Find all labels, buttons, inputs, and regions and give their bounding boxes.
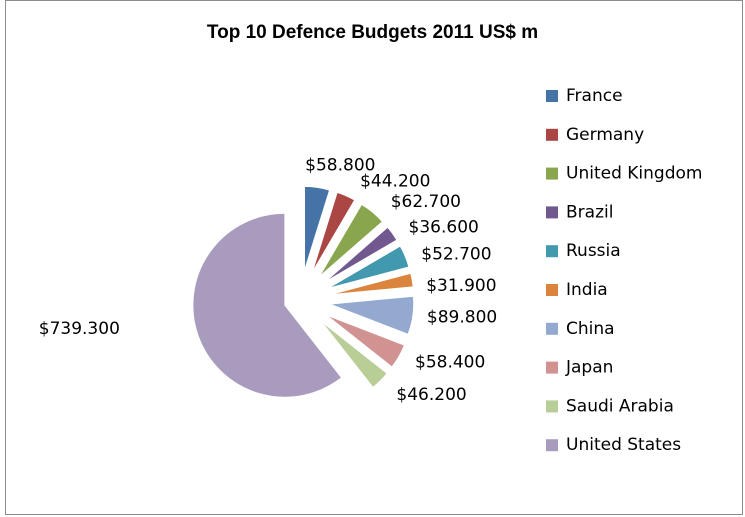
pie-slice-china <box>329 295 415 335</box>
data-label-russia: $52.700 <box>421 244 491 264</box>
legend-swatch-saudi-arabia <box>546 400 558 413</box>
data-label-united-states: $739.300 <box>39 319 120 339</box>
pie-slice-brazil <box>324 226 398 283</box>
legend-swatch-brazil <box>546 206 558 219</box>
legend-label-russia: Russia <box>566 241 621 261</box>
legend-label-united-kingdom: United Kingdom <box>566 164 702 184</box>
data-label-china: $89.800 <box>427 308 497 328</box>
legend-swatch-japan <box>546 361 558 374</box>
pie-slice-france <box>304 185 331 271</box>
data-label-brazil: $36.600 <box>409 217 479 237</box>
data-label-india: $31.900 <box>426 276 496 296</box>
legend-swatch-india <box>546 284 558 296</box>
pie-slices <box>192 185 415 398</box>
legend-label-germany: Germany <box>566 125 644 145</box>
chart-title: Top 10 Defence Budgets 2011 US$ m <box>206 22 539 43</box>
legend-swatch-china <box>546 322 558 335</box>
legend-swatch-germany <box>546 128 558 141</box>
pie-slice-united-states <box>192 212 343 398</box>
chart-frame <box>5 0 743 515</box>
legend-swatch-united-kingdom <box>546 167 558 180</box>
pie-slice-germany <box>311 191 356 273</box>
legend-label-china: China <box>566 319 615 339</box>
legend-label-france: France <box>566 86 623 106</box>
data-label-france: $58.800 <box>305 155 375 175</box>
pie-slice-india <box>329 272 414 296</box>
legend-label-united-states: United States <box>566 435 681 455</box>
pie-slice-united-kingdom <box>318 203 384 278</box>
data-labels: $58.800$44.200$62.700 $36.600 $52.700 $31.9… <box>39 155 497 405</box>
legend-swatch-russia <box>546 245 558 258</box>
data-label-united-kingdom: $62.700 <box>391 192 461 212</box>
legend-label-japan: Japan <box>565 358 613 378</box>
pie-slice-japan <box>325 314 406 368</box>
data-label-saudi-arabia: $46.200 <box>396 385 466 405</box>
data-label-japan: $58.400 <box>415 353 485 373</box>
legend-swatch-france <box>546 90 558 102</box>
data-label-germany: $44.200 <box>360 172 430 192</box>
legend: France Germany United Kingdom Brazil Russia I… <box>546 86 702 455</box>
legend-label-india: India <box>566 280 608 300</box>
pie-slice-russia <box>327 245 410 289</box>
legend-label-brazil: Brazil <box>566 202 613 222</box>
pie-slice-saudi-arabia <box>320 320 388 389</box>
legend-label-saudi-arabia: Saudi Arabia <box>566 396 674 416</box>
legend-swatch-united-states <box>546 439 558 452</box>
